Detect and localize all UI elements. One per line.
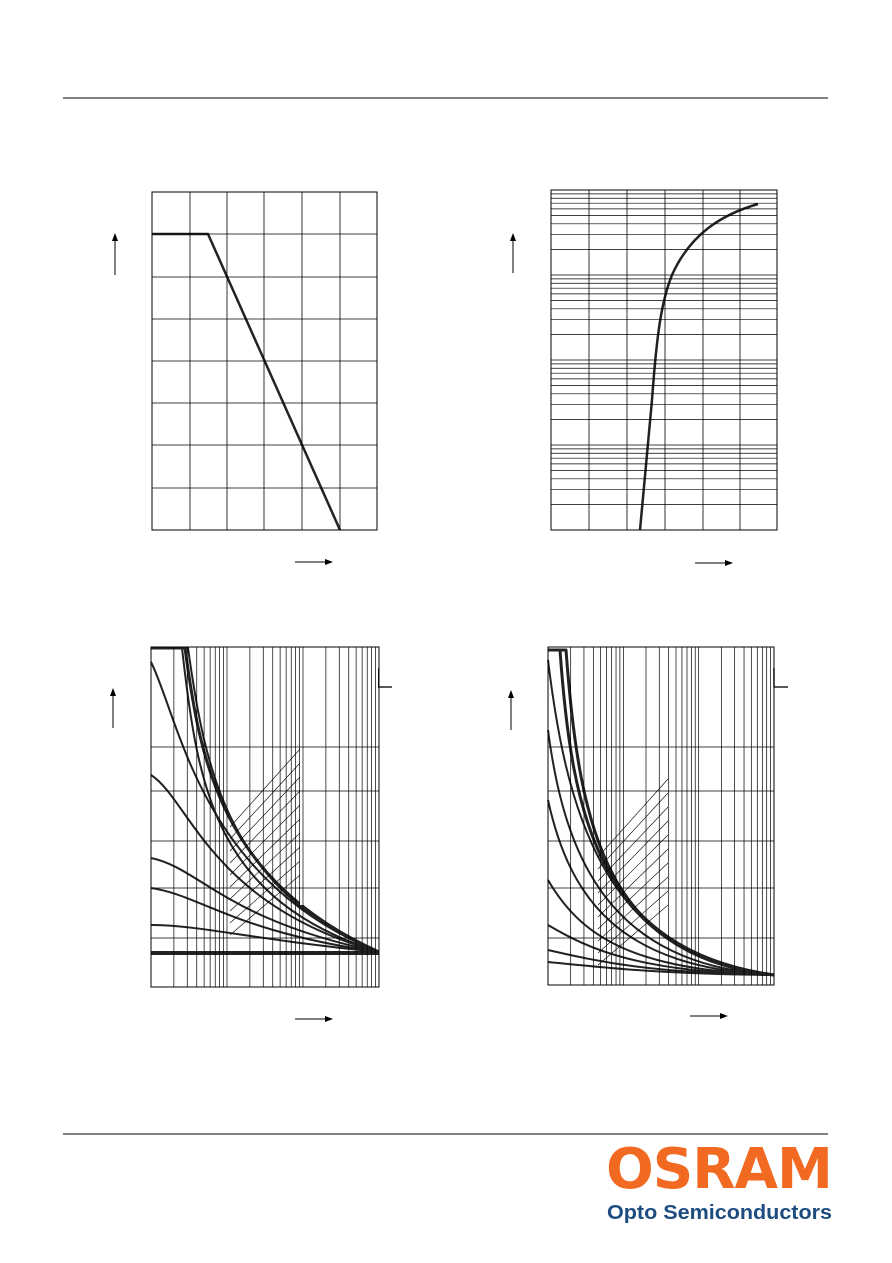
curve: [151, 647, 380, 953]
leader-line: [229, 748, 301, 828]
leader-line: [597, 862, 669, 930]
curve: [547, 799, 775, 976]
leader-line: [229, 818, 301, 888]
leader-line: [229, 790, 301, 864]
leader-line: [229, 860, 301, 924]
inset-box: [676, 648, 773, 712]
leader-line: [597, 820, 669, 894]
leader-line: [597, 904, 669, 966]
leader-line: [229, 804, 301, 876]
curve: [547, 924, 775, 976]
curve: [547, 879, 775, 976]
arrow-head: [110, 688, 116, 696]
arrow-head: [325, 559, 333, 565]
leader-line: [229, 776, 301, 852]
arrow-head: [112, 233, 118, 241]
inset-box: [280, 648, 378, 712]
curve: [150, 774, 380, 953]
label-box: [300, 735, 340, 905]
curve: [150, 924, 380, 953]
leader-line: [597, 890, 669, 954]
label-box: [668, 735, 708, 935]
leader-line: [597, 834, 669, 906]
curve: [150, 887, 380, 953]
arrow-head: [510, 233, 516, 241]
leader-line: [229, 762, 301, 840]
curve: [152, 232, 342, 531]
arrow-head: [720, 1013, 728, 1019]
leader-line: [597, 848, 669, 918]
arrow-head: [725, 560, 733, 566]
curve: [150, 857, 380, 953]
curve: [151, 646, 380, 954]
leader-line: [597, 806, 669, 882]
brand-logo: OSRAM: [606, 1137, 832, 1202]
leader-line: [229, 846, 301, 912]
curve: [548, 648, 775, 977]
leader-line: [597, 792, 669, 870]
arrow-head: [325, 1016, 333, 1022]
leader-line: [229, 874, 301, 936]
leader-line: [597, 778, 669, 858]
arrow-head: [508, 690, 514, 698]
brand-tagline: Opto Semiconductors: [607, 1202, 832, 1224]
